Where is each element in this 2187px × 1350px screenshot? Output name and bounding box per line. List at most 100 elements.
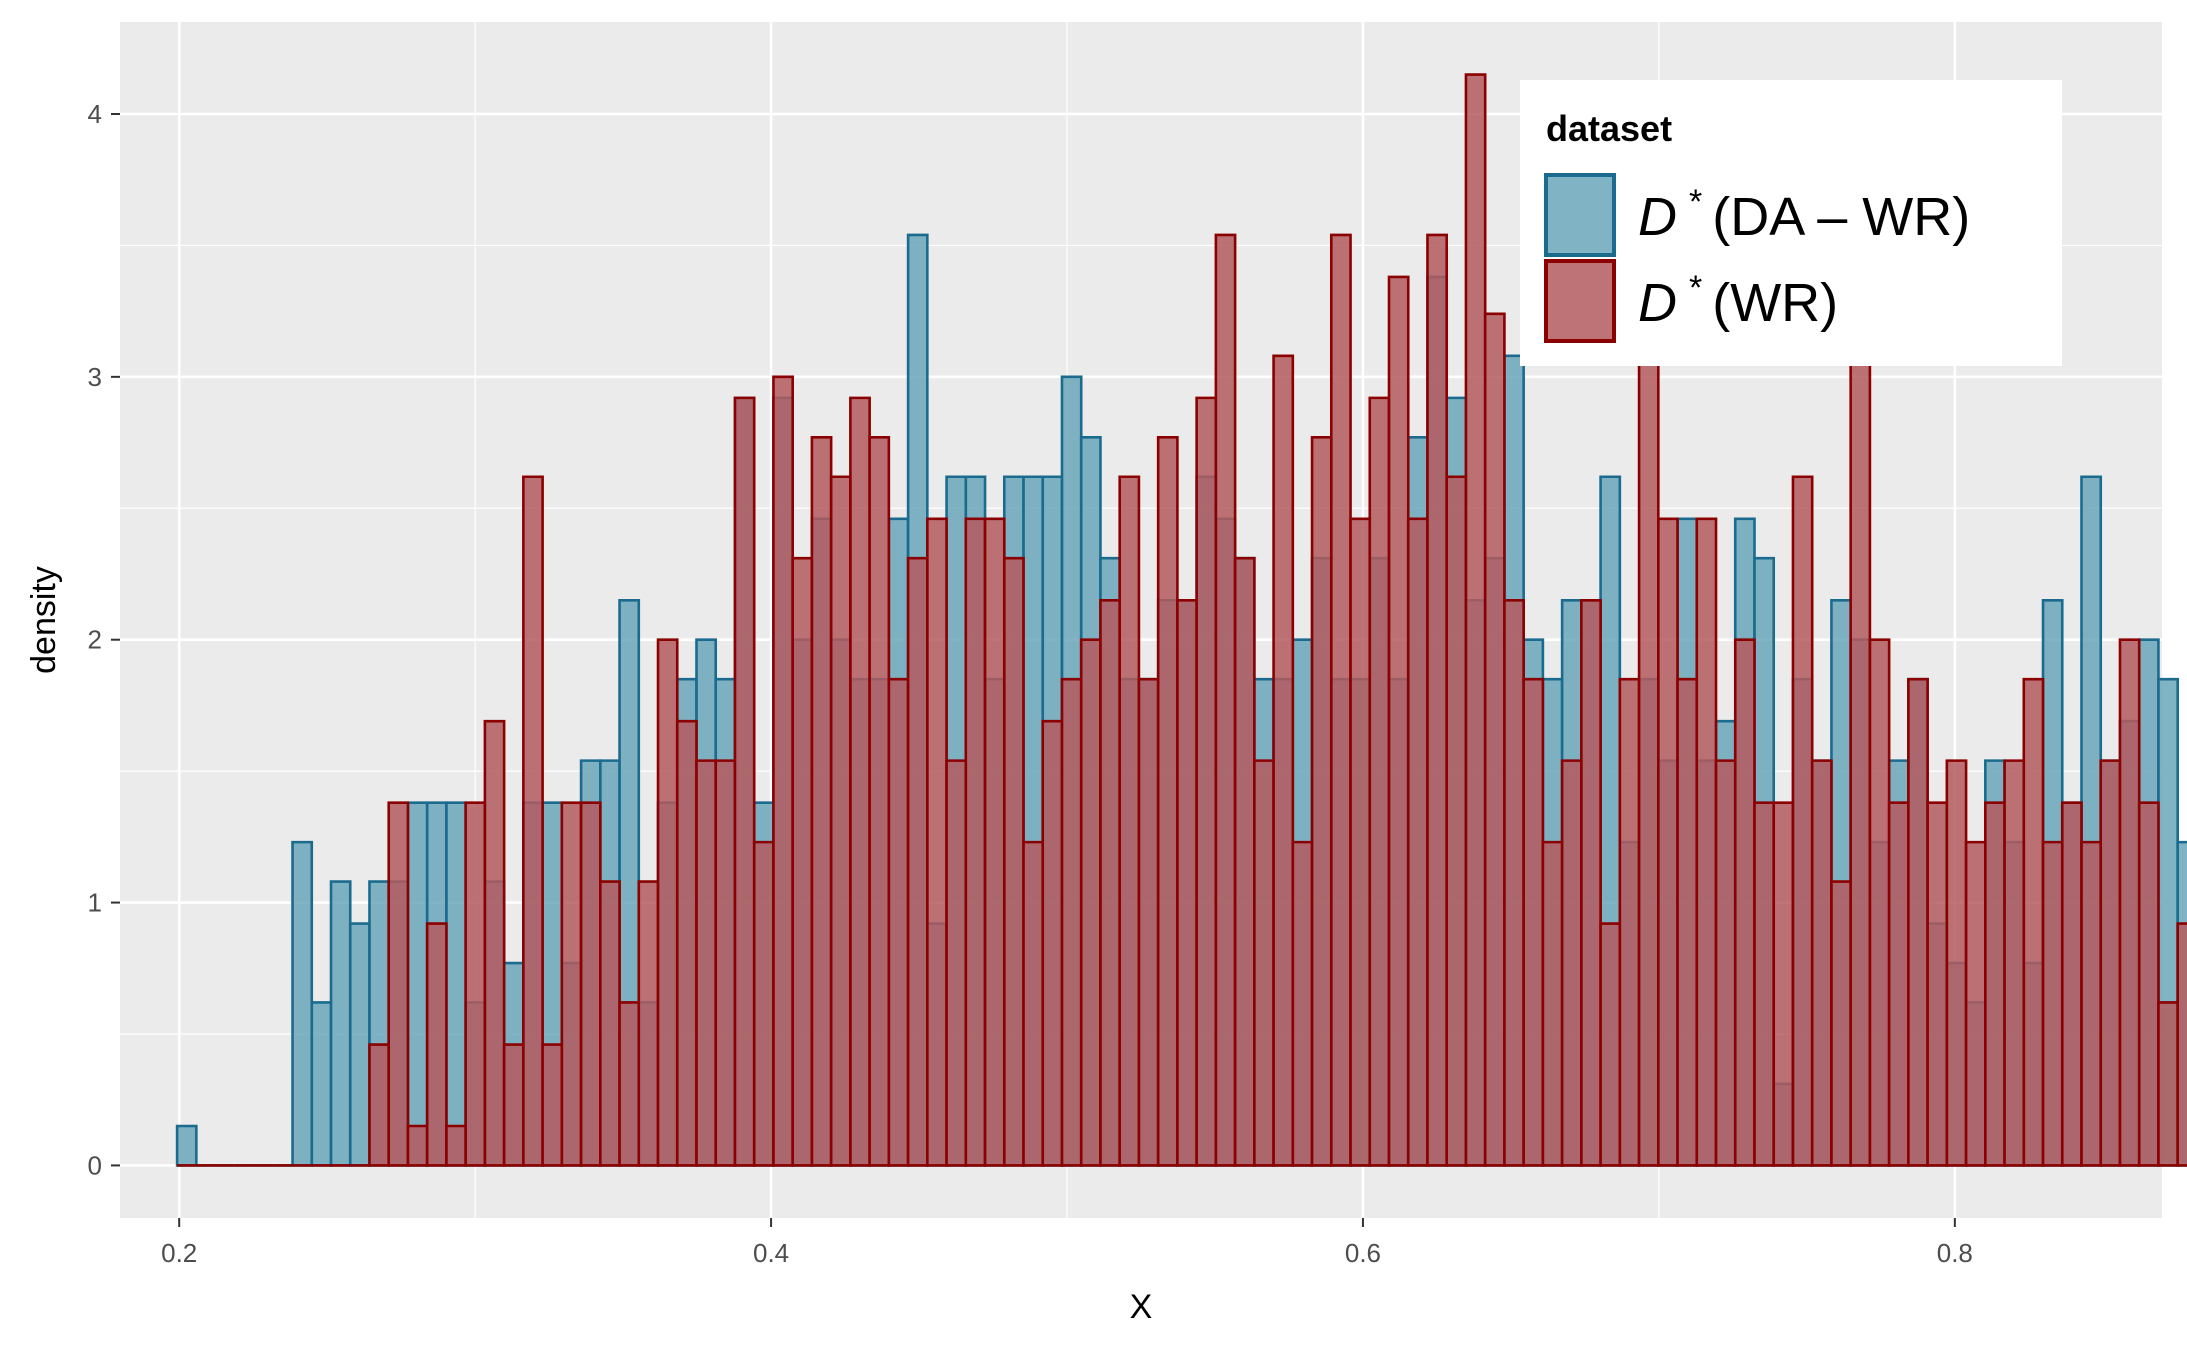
bar (656, 638, 679, 1167)
legend-label-da-wr: D * (DA – WR) (1638, 183, 1970, 247)
bar (425, 922, 448, 1167)
bar (483, 719, 506, 1167)
bar (387, 801, 410, 1167)
bar (926, 517, 948, 1167)
bar (906, 556, 929, 1167)
bar (945, 759, 968, 1167)
bar (772, 375, 794, 1167)
bar (1387, 275, 1410, 1167)
bar (1657, 517, 1679, 1167)
bar (1868, 638, 1891, 1167)
y-tick-label: 3 (88, 362, 102, 392)
bar (348, 922, 371, 1167)
bar (791, 556, 814, 1167)
bar (964, 517, 987, 1167)
bar (1753, 801, 1776, 1167)
x-tick-label: 0.8 (1937, 1238, 1973, 1268)
bar (445, 801, 467, 1167)
x-tick-label: 0.2 (161, 1238, 197, 1268)
bar (2022, 677, 2045, 1167)
bar (1272, 354, 1295, 1167)
bar (1156, 436, 1179, 1167)
histogram-bars (175, 73, 2187, 1167)
bar (1176, 598, 1198, 1167)
y-tick-label: 4 (88, 99, 102, 129)
bar (2099, 759, 2122, 1167)
bar (406, 1124, 429, 1167)
bar (1503, 598, 1525, 1167)
bar (1733, 638, 1756, 1167)
bar (637, 880, 660, 1167)
bar (1945, 759, 1968, 1167)
legend: dataset D * (DA – WR) D * (WR) (1520, 80, 2062, 366)
legend-key-da-wr (1544, 173, 1616, 257)
y-tick-label: 0 (88, 1150, 102, 1180)
bar (1214, 233, 1237, 1167)
bar (2157, 1001, 2179, 1167)
bar (1714, 759, 1737, 1167)
bar (1599, 922, 1622, 1167)
bar (1907, 677, 1929, 1167)
bar (1964, 840, 1987, 1167)
bar (1618, 677, 1641, 1167)
bar (733, 396, 756, 1167)
bar (464, 801, 487, 1167)
bar (1541, 840, 1564, 1167)
bar (1041, 719, 1064, 1167)
bar (849, 396, 871, 1167)
bar (1329, 233, 1352, 1167)
bar (2041, 840, 2064, 1167)
x-tick-label: 0.4 (753, 1238, 789, 1268)
x-axis-title: X (1130, 1288, 1153, 1326)
bar (1984, 801, 2006, 1167)
x-tick-label: 0.6 (1345, 1238, 1381, 1268)
legend-title: dataset (1546, 108, 1672, 149)
bar (2080, 840, 2103, 1167)
bar (1291, 840, 1314, 1167)
bar (714, 759, 737, 1167)
bar (752, 840, 775, 1167)
bar (1349, 517, 1372, 1167)
bar (618, 1001, 641, 1167)
bar (675, 719, 698, 1167)
bar (2118, 638, 2141, 1167)
bar (1118, 475, 1141, 1167)
bar (1580, 598, 1602, 1167)
bar (1426, 233, 1449, 1167)
bar (406, 801, 429, 1167)
bar (1483, 312, 1506, 1167)
bar (1060, 677, 1083, 1167)
bar (579, 801, 602, 1167)
bar (1560, 759, 1583, 1167)
y-tick-label: 1 (88, 888, 102, 918)
bar (868, 436, 891, 1167)
bar (695, 759, 718, 1167)
bar (829, 475, 852, 1167)
bar (329, 880, 352, 1167)
bar (1022, 840, 1045, 1167)
bar (1253, 759, 1275, 1167)
bar (1137, 677, 1160, 1167)
y-tick-label: 2 (88, 625, 102, 655)
bar (1079, 638, 1102, 1167)
bar (1887, 801, 1910, 1167)
bar (291, 840, 314, 1167)
bar (175, 1124, 198, 1167)
bar (1099, 598, 1121, 1167)
bar (1368, 396, 1391, 1167)
bar (1002, 556, 1025, 1167)
legend-key-wr (1544, 259, 1616, 343)
bar (810, 436, 833, 1167)
bar (502, 1043, 525, 1167)
bar (599, 880, 621, 1167)
bar (983, 517, 1006, 1167)
bar (310, 1001, 333, 1167)
bar (2176, 922, 2187, 1167)
bar (2003, 759, 2026, 1167)
bar (541, 1043, 564, 1167)
bar (1676, 677, 1699, 1167)
bar (1772, 801, 1795, 1167)
bar (1310, 436, 1333, 1167)
bar (1464, 73, 1487, 1167)
